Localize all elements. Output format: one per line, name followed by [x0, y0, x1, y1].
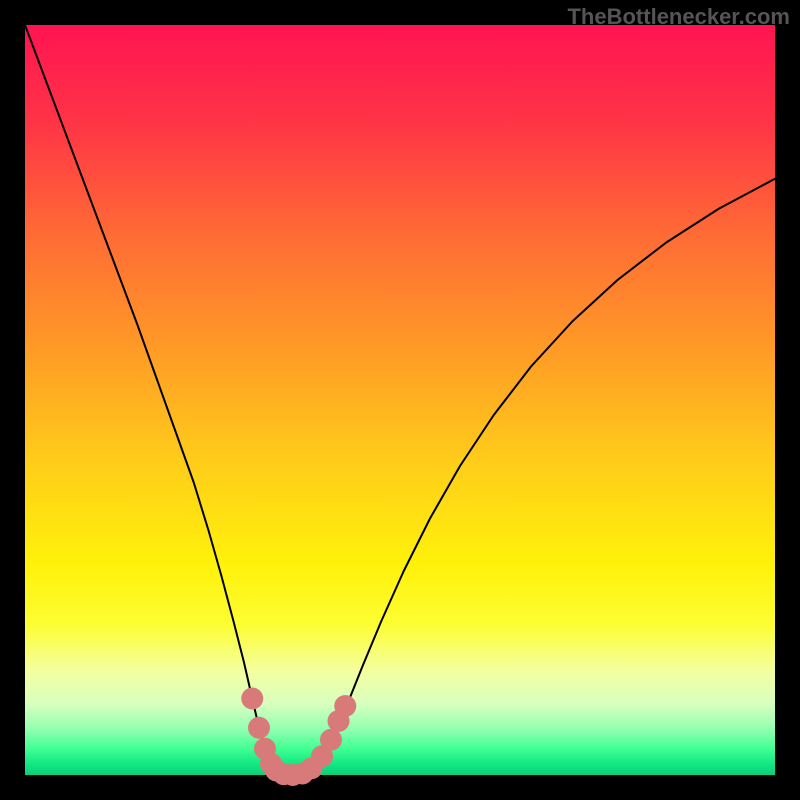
curve-marker — [320, 729, 342, 751]
bottleneck-chart — [0, 0, 800, 800]
watermark-label: TheBottlenecker.com — [567, 4, 790, 30]
curve-marker — [334, 695, 356, 717]
curve-marker — [248, 717, 270, 739]
curve-marker — [241, 688, 263, 710]
plot-background — [25, 25, 775, 775]
